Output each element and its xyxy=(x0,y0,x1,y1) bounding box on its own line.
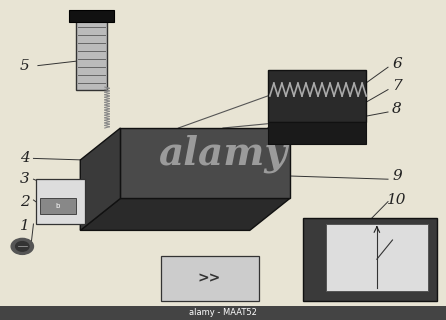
Polygon shape xyxy=(326,224,428,291)
Polygon shape xyxy=(120,128,290,198)
Text: 2: 2 xyxy=(20,195,29,209)
Polygon shape xyxy=(80,198,290,230)
Text: b: b xyxy=(56,204,60,209)
Polygon shape xyxy=(36,179,85,224)
Text: alamy: alamy xyxy=(158,134,288,173)
Text: >>: >> xyxy=(198,271,221,285)
Polygon shape xyxy=(268,122,366,144)
Circle shape xyxy=(16,242,29,251)
Text: 4: 4 xyxy=(20,151,29,165)
Text: 7: 7 xyxy=(392,79,402,93)
Polygon shape xyxy=(80,128,120,230)
Polygon shape xyxy=(161,256,259,301)
Text: alamy - MAAT52: alamy - MAAT52 xyxy=(189,308,257,317)
Polygon shape xyxy=(0,306,446,320)
Polygon shape xyxy=(69,10,114,22)
Text: 10: 10 xyxy=(387,193,407,207)
Polygon shape xyxy=(40,198,76,214)
Text: 6: 6 xyxy=(392,57,402,71)
Polygon shape xyxy=(76,19,107,90)
Text: 3: 3 xyxy=(20,172,29,186)
Text: 1: 1 xyxy=(20,219,29,233)
Text: 5: 5 xyxy=(20,59,29,73)
Circle shape xyxy=(11,238,33,254)
Text: 9: 9 xyxy=(392,169,402,183)
Polygon shape xyxy=(303,218,437,301)
Text: 8: 8 xyxy=(392,102,402,116)
Polygon shape xyxy=(268,70,366,122)
